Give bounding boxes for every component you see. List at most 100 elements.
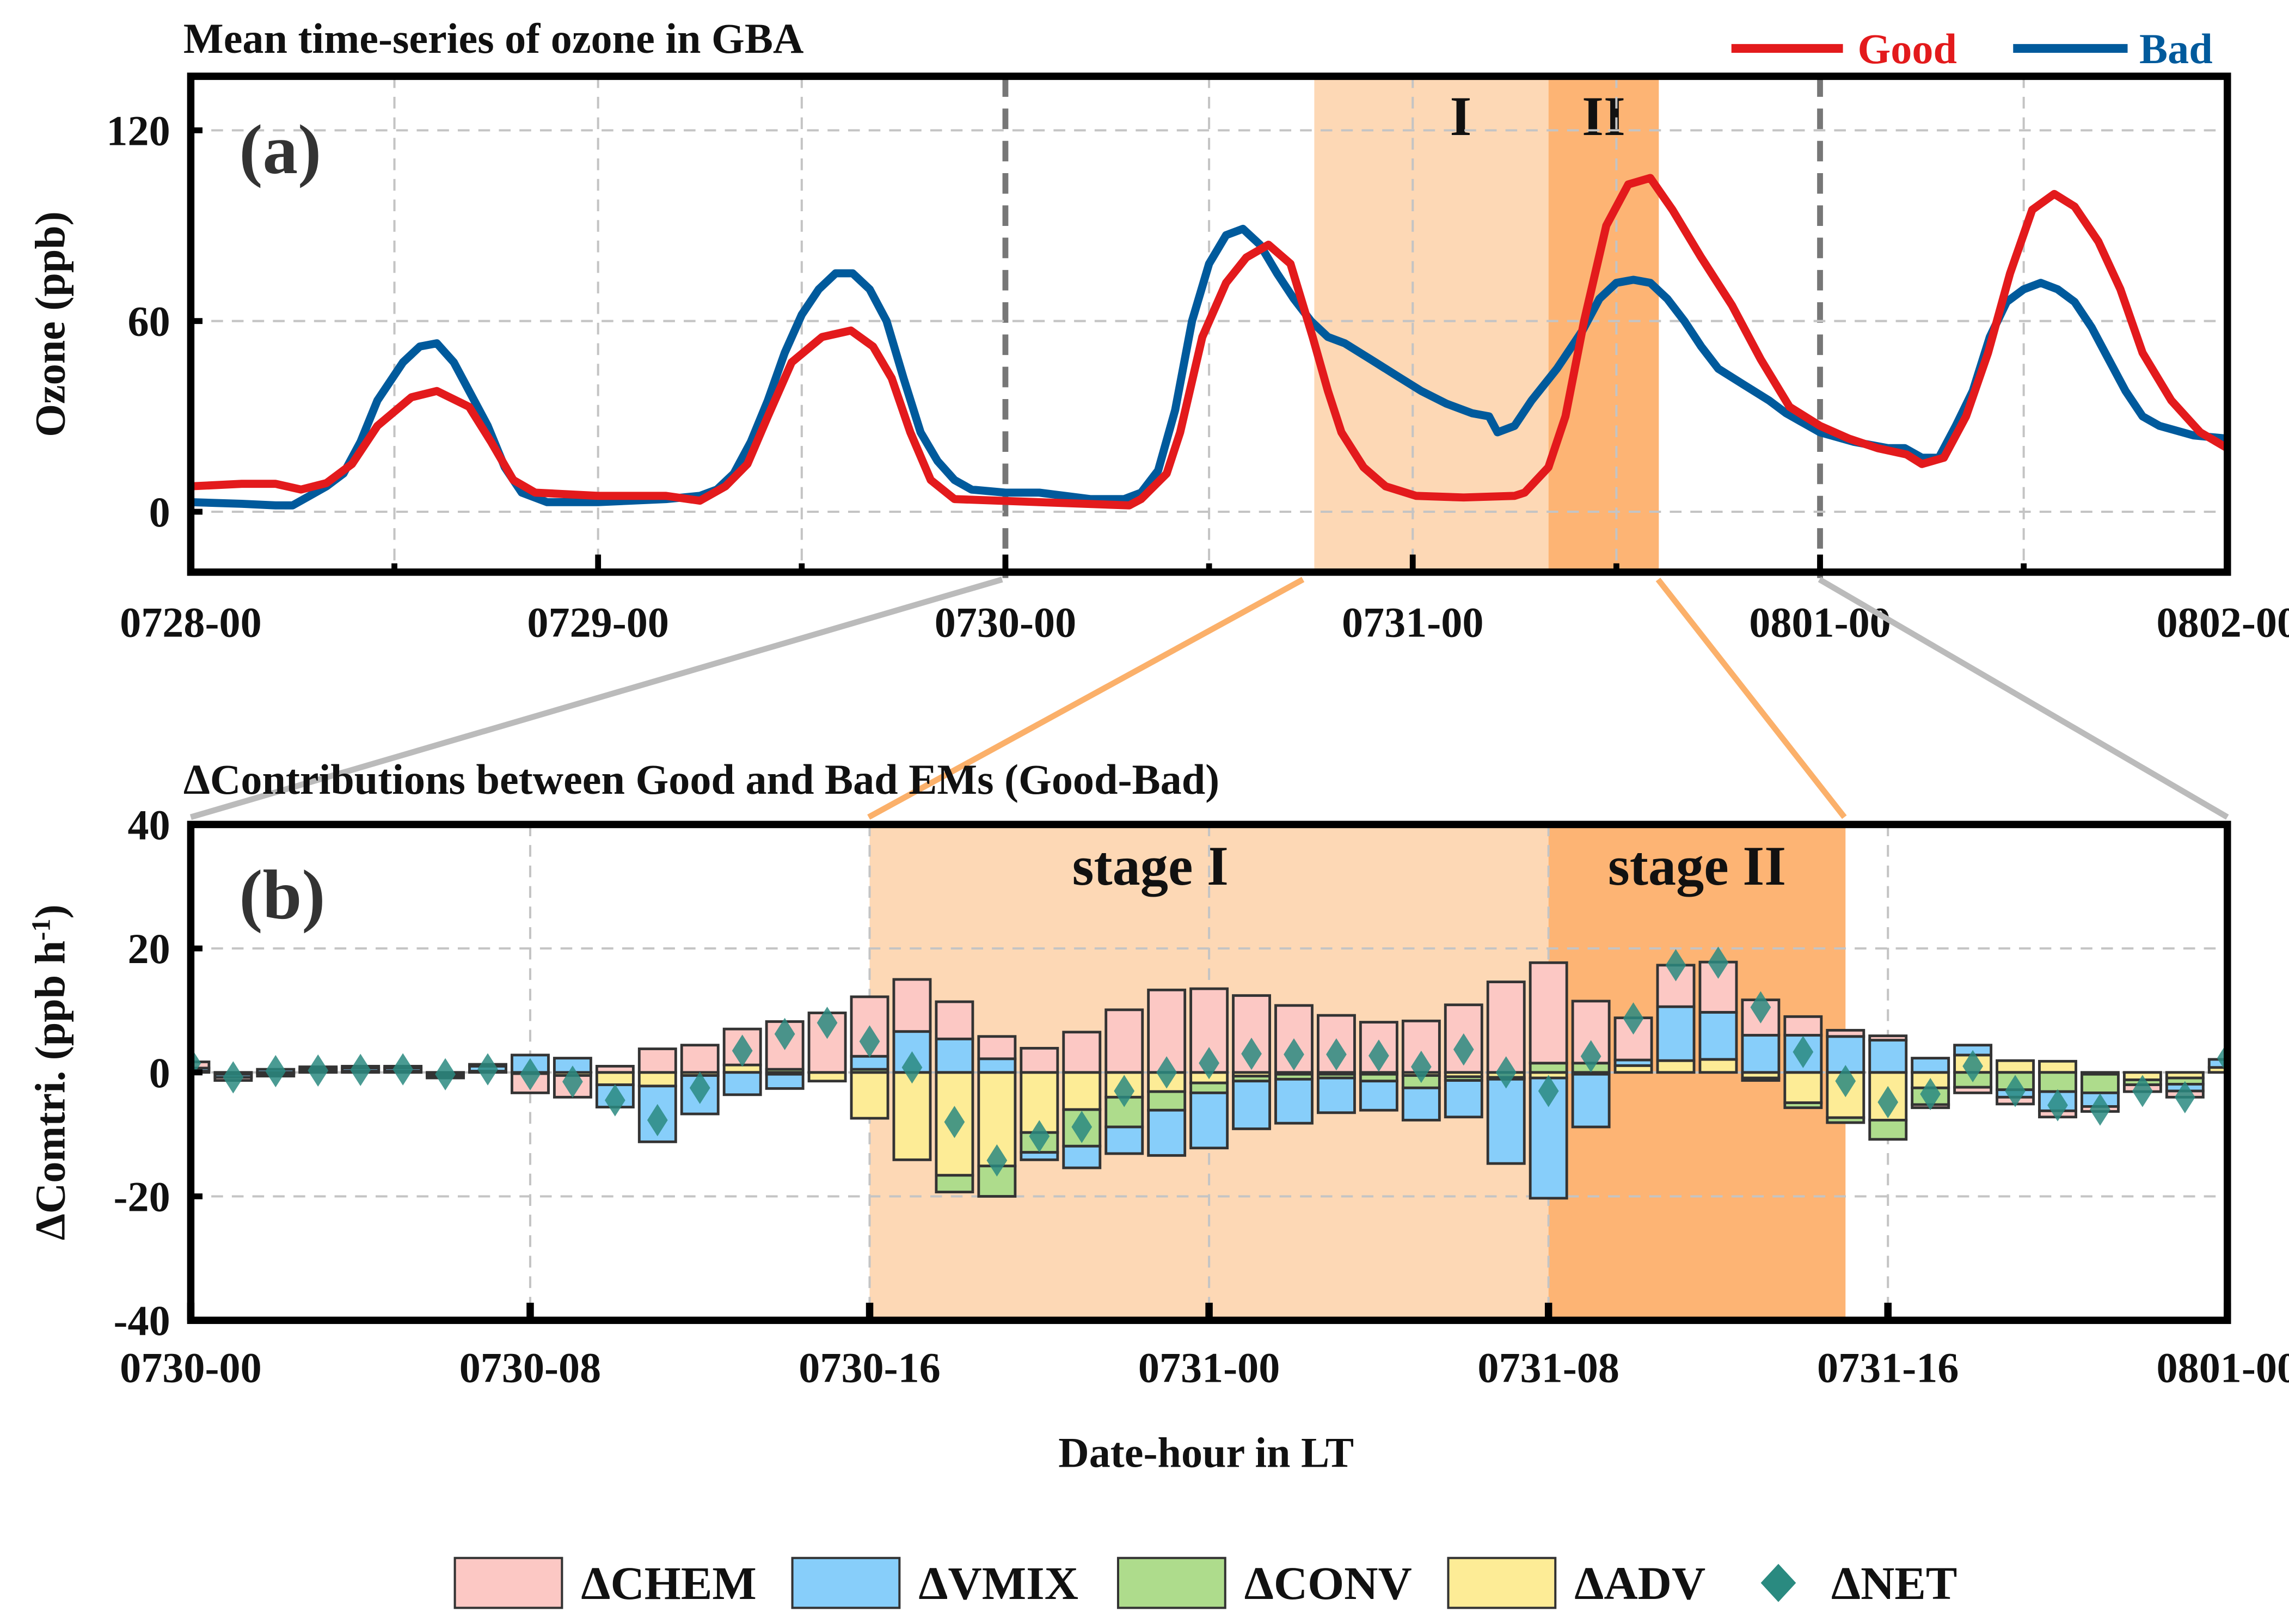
bar-chem <box>1020 1046 1059 1074</box>
bar-chem <box>1953 1086 1993 1094</box>
bar-adv <box>892 1071 932 1161</box>
bar-vmix <box>1401 1086 1441 1122</box>
bar-chem <box>1656 964 1696 1008</box>
net-diamond <box>1877 1086 1899 1119</box>
connector-right <box>1818 577 2229 820</box>
net-diamond <box>1071 1111 1093 1143</box>
bar-chem <box>680 1044 720 1074</box>
bar-vmix <box>1656 1005 1696 1062</box>
bar-vmix <box>850 1055 889 1071</box>
stage-label-1: I <box>1450 86 1472 148</box>
net-diamond <box>1326 1038 1347 1071</box>
legend-net-diamond <box>1760 1564 1796 1602</box>
bar-vmix <box>1232 1080 1271 1130</box>
legend-swatch-vmix <box>791 1556 901 1609</box>
y-tick-label: -20 <box>113 1173 170 1220</box>
net-diamond <box>350 1053 371 1086</box>
bar-chem <box>1147 988 1187 1074</box>
bar-conv <box>1741 1076 1781 1082</box>
bar-chem <box>1529 961 1568 1065</box>
bar-vmix <box>1911 1057 1950 1074</box>
panel-a-title: Mean time-series of ozone in GBA <box>183 15 803 62</box>
legend-bad-label: Bad <box>2139 25 2213 72</box>
connector-left <box>189 577 1003 820</box>
x-tick-label: 0802-00 <box>2157 598 2289 646</box>
stage-shade-2 <box>1548 76 1659 572</box>
bar-conv <box>1783 1101 1823 1110</box>
y-tick-label: 20 <box>128 925 170 972</box>
legend-label: ΔCONV <box>1244 1557 1412 1609</box>
net-diamond <box>1156 1056 1177 1089</box>
net-diamond <box>1750 991 1771 1024</box>
net-diamond <box>2174 1081 2195 1113</box>
y-tick-label: 120 <box>106 107 170 154</box>
bar-conv <box>2081 1073 2120 1094</box>
legend-label: ΔCHEM <box>581 1557 756 1609</box>
y-tick-label: 40 <box>128 801 170 848</box>
legend-label: ΔNET <box>1831 1557 1957 1609</box>
bar-conv <box>2038 1071 2077 1093</box>
bar-vmix <box>1444 1079 1483 1119</box>
zoom-connectors <box>189 577 2229 820</box>
x-tick-label: 0731-08 <box>1477 1344 1619 1391</box>
bar-vmix <box>1020 1151 1059 1161</box>
bar-chem <box>1062 1031 1102 1074</box>
net-diamond <box>1453 1033 1474 1066</box>
bar-chem <box>892 978 932 1033</box>
net-diamond <box>1369 1039 1389 1072</box>
bar-adv <box>1783 1071 1823 1105</box>
y-tick-label: -40 <box>113 1297 170 1344</box>
x-tick-label: 0730-00 <box>120 1344 261 1391</box>
bar-conv <box>1147 1090 1187 1112</box>
bar-vmix <box>1741 1034 1781 1074</box>
net-diamond <box>223 1061 244 1094</box>
bar-conv <box>1189 1081 1229 1094</box>
net-diamond <box>1284 1038 1304 1071</box>
bar-vmix <box>1359 1080 1398 1112</box>
stage-label-1: stage I <box>1072 836 1229 897</box>
panel-b: ΔContributions between Good and Bad EMs … <box>27 756 2289 1476</box>
bar-adv <box>1698 1058 1738 1074</box>
bar-vmix <box>1062 1144 1102 1169</box>
net-diamond <box>1708 946 1729 979</box>
net-diamond <box>392 1053 414 1086</box>
x-tick-label: 0730-00 <box>935 598 1076 646</box>
bar-adv <box>850 1071 889 1120</box>
net-diamond <box>1835 1065 1856 1098</box>
net-diamond <box>2005 1075 2026 1107</box>
ylabel-end: ) <box>27 904 74 918</box>
panel-b-ylabel: ΔComtri. (ppb h-1) <box>27 904 74 1240</box>
panel-b-title: ΔContributions between Good and Bad EMs … <box>183 756 1219 803</box>
bar-adv <box>2038 1059 2077 1074</box>
ylabel-main: ΔComtri. (ppb h <box>27 941 74 1240</box>
net-diamond <box>1495 1056 1517 1089</box>
bar-conv <box>1826 1116 1865 1124</box>
net-diamond <box>1114 1075 1135 1107</box>
bar-chem <box>977 1035 1017 1061</box>
net-diamond <box>435 1058 456 1090</box>
panel-a-ylabel: Ozone (ppb) <box>27 211 74 437</box>
net-diamond <box>1199 1047 1219 1080</box>
y-tick-label: 0 <box>149 1049 170 1096</box>
panel-a: Mean time-series of ozone in GBA Good Ba… <box>27 15 2289 646</box>
ylabel-sup: -1 <box>27 918 56 940</box>
panel-b-legend: ΔCHEM ΔVMIX ΔCONV ΔADV ΔNET <box>453 1556 1957 1609</box>
net-diamond <box>1962 1050 1983 1083</box>
stage-label-2: stage II <box>1608 836 1786 897</box>
bar-vmix <box>1486 1077 1526 1165</box>
net-diamond <box>774 1018 795 1050</box>
bar-chem <box>1783 1015 1823 1037</box>
series-line-bad <box>191 224 2227 510</box>
x-tick-label: 0731-00 <box>1342 598 1483 646</box>
net-diamond <box>477 1053 498 1086</box>
net-diamond <box>2132 1075 2153 1107</box>
bar-vmix <box>1147 1108 1187 1157</box>
legend-label: ΔVMIX <box>918 1557 1078 1609</box>
bar-vmix <box>765 1073 805 1090</box>
bar-adv <box>1062 1071 1102 1111</box>
bar-chem <box>595 1064 635 1074</box>
bar-vmix <box>1698 1010 1738 1061</box>
x-tick-label: 0801-00 <box>2157 1344 2289 1391</box>
net-diamond <box>859 1025 880 1058</box>
